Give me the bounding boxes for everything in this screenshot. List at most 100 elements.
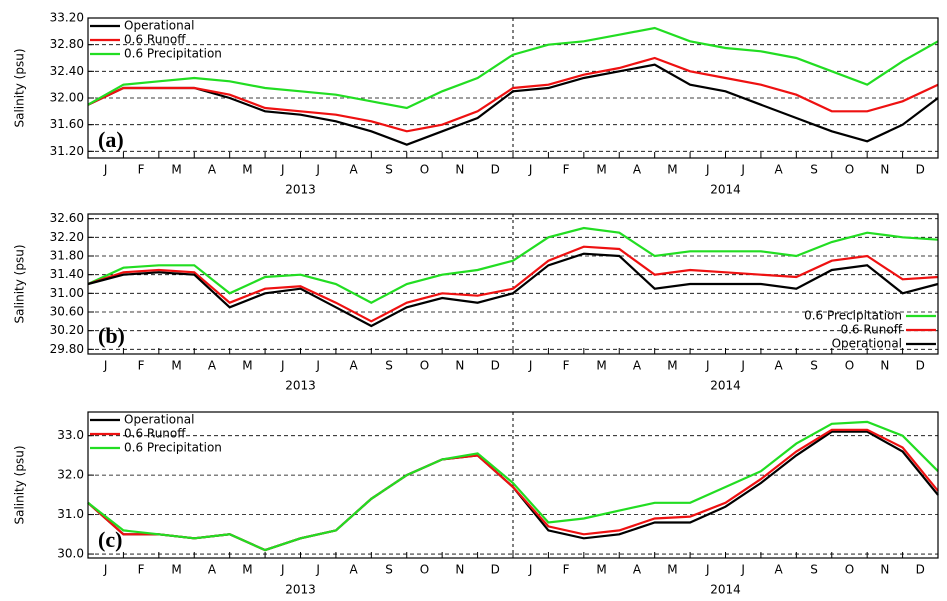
x-tick-label: M [596, 563, 606, 577]
x-tick-label: A [350, 563, 359, 577]
x-tick-label: M [596, 163, 606, 177]
x-tick-label: N [455, 163, 464, 177]
series-line [87, 63, 939, 146]
x-tick-label: M [171, 563, 181, 577]
x-tick-label: J [315, 163, 320, 177]
series-line [87, 245, 939, 323]
x-tick-label: O [420, 359, 429, 373]
series-line [87, 252, 939, 328]
x-tick-label: J [705, 359, 710, 373]
plot-frame [87, 411, 939, 559]
x-tick-label: J [103, 563, 108, 577]
x-tick-label: J [740, 563, 745, 577]
x-tick-label: J [280, 359, 285, 373]
y-tick-label: 33.0 [57, 428, 84, 442]
y-tick-label: 33.20 [50, 11, 84, 25]
x-tick-label: D [916, 359, 925, 373]
x-tick-label: F [563, 563, 570, 577]
x-tick-label: A [208, 563, 217, 577]
y-axis-label: Salinity (psu) [13, 244, 27, 323]
y-tick-label: 31.40 [50, 267, 84, 281]
panel-label: (b) [98, 323, 125, 348]
x-tick-label: J [528, 359, 533, 373]
legend-label: 0.6 Precipitation [124, 47, 222, 61]
x-tick-label: M [242, 359, 252, 373]
y-tick-label: 29.80 [50, 342, 84, 356]
y-tick-label: 31.80 [50, 249, 84, 263]
panel-label: (c) [98, 527, 122, 552]
x-tick-label: J [280, 563, 285, 577]
x-tick-label: O [845, 359, 854, 373]
year-label: 2013 [285, 183, 316, 197]
x-tick-label: D [916, 563, 925, 577]
x-tick-label: A [775, 163, 784, 177]
x-tick-label: M [242, 563, 252, 577]
x-tick-label: D [916, 163, 925, 177]
panel: 30.0 31.0 32.0 33.0 J F M A M J J A S O N D J F M A M J J A S O N D… [13, 411, 939, 597]
x-tick-label: O [420, 163, 429, 177]
year-label: 2013 [285, 379, 316, 393]
x-tick-label: S [810, 359, 818, 373]
x-tick-label: J [103, 163, 108, 177]
y-tick-label: 30.60 [50, 305, 84, 319]
legend-label: Operational [124, 19, 194, 33]
y-axis-label: Salinity (psu) [13, 445, 27, 524]
x-tick-label: F [138, 163, 145, 177]
legend-label: 0.6 Precipitation [804, 309, 902, 323]
legend-label: 0.6 Precipitation [124, 441, 222, 455]
x-tick-label: N [880, 563, 889, 577]
x-tick-label: O [420, 563, 429, 577]
x-tick-label: S [385, 563, 393, 577]
x-tick-label: J [280, 163, 285, 177]
x-tick-label: N [455, 563, 464, 577]
series-line [87, 26, 939, 110]
x-tick-label: M [171, 359, 181, 373]
x-tick-label: J [315, 563, 320, 577]
x-tick-label: S [385, 163, 393, 177]
x-tick-label: N [880, 359, 889, 373]
x-tick-label: J [705, 563, 710, 577]
y-tick-label: 30.20 [50, 323, 84, 337]
series-line [87, 56, 939, 133]
x-tick-label: D [491, 563, 500, 577]
legend-label: 0.6 Runoff [124, 33, 186, 47]
x-tick-label: A [208, 359, 217, 373]
y-tick-label: 32.80 [50, 37, 84, 51]
series-line [87, 420, 939, 552]
x-tick-label: O [845, 563, 854, 577]
y-tick-label: 32.60 [50, 211, 84, 225]
x-tick-label: S [810, 563, 818, 577]
plot-frame [87, 213, 939, 355]
panel-label: (a) [98, 127, 124, 152]
x-tick-label: A [775, 563, 784, 577]
x-tick-label: M [242, 163, 252, 177]
x-tick-label: F [138, 359, 145, 373]
y-tick-label: 31.00 [50, 286, 84, 300]
x-tick-label: D [491, 359, 500, 373]
x-tick-label: M [667, 163, 677, 177]
y-tick-label: 32.40 [50, 64, 84, 78]
x-tick-label: S [385, 359, 393, 373]
x-tick-label: N [880, 163, 889, 177]
x-tick-label: J [740, 163, 745, 177]
x-tick-label: F [138, 563, 145, 577]
x-tick-label: O [845, 163, 854, 177]
year-label: 2014 [710, 379, 741, 393]
y-tick-label: 32.0 [57, 468, 84, 482]
x-tick-label: J [740, 359, 745, 373]
year-label: 2014 [710, 183, 741, 197]
x-tick-label: A [775, 359, 784, 373]
x-tick-label: J [705, 163, 710, 177]
legend-label: 0.6 Runoff [124, 427, 186, 441]
legend-label: 0.6 Runoff [840, 323, 902, 337]
x-tick-label: M [171, 163, 181, 177]
panel: 29.80 30.20 30.60 31.00 31.40 31.80 32.20 32.60… [13, 211, 939, 393]
y-tick-label: 31.60 [50, 117, 84, 131]
panel: 31.20 31.60 32.00 32.40 32.80 33.20 J F M A M J J A S O… [13, 11, 939, 197]
x-tick-label: J [315, 359, 320, 373]
series-line [87, 226, 939, 304]
x-tick-label: J [528, 563, 533, 577]
x-tick-label: M [667, 563, 677, 577]
x-tick-label: A [633, 563, 642, 577]
